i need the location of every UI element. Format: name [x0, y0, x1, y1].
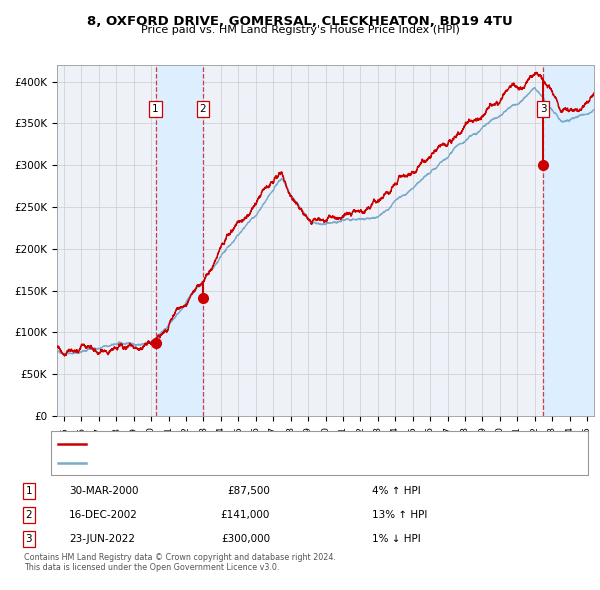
- Text: 8, OXFORD DRIVE, GOMERSAL, CLECKHEATON, BD19 4TU: 8, OXFORD DRIVE, GOMERSAL, CLECKHEATON, …: [87, 15, 513, 28]
- Text: £300,000: £300,000: [221, 535, 270, 544]
- Text: £141,000: £141,000: [221, 510, 270, 520]
- Text: £87,500: £87,500: [227, 486, 270, 496]
- Text: 2: 2: [25, 510, 32, 520]
- Text: 8, OXFORD DRIVE, GOMERSAL, CLECKHEATON, BD19 4TU (detached house): 8, OXFORD DRIVE, GOMERSAL, CLECKHEATON, …: [91, 440, 449, 448]
- Text: 1: 1: [152, 104, 159, 114]
- Text: 2: 2: [199, 104, 206, 114]
- Text: 16-DEC-2002: 16-DEC-2002: [69, 510, 138, 520]
- Text: 30-MAR-2000: 30-MAR-2000: [69, 486, 139, 496]
- Text: Price paid vs. HM Land Registry's House Price Index (HPI): Price paid vs. HM Land Registry's House …: [140, 25, 460, 35]
- Text: Contains HM Land Registry data © Crown copyright and database right 2024.: Contains HM Land Registry data © Crown c…: [24, 553, 336, 562]
- Bar: [155, 65, 203, 416]
- Bar: [543, 65, 594, 416]
- Text: 23-JUN-2022: 23-JUN-2022: [69, 535, 135, 544]
- Text: 1% ↓ HPI: 1% ↓ HPI: [372, 535, 421, 544]
- Text: 4% ↑ HPI: 4% ↑ HPI: [372, 486, 421, 496]
- Text: 3: 3: [25, 535, 32, 544]
- Text: 13% ↑ HPI: 13% ↑ HPI: [372, 510, 427, 520]
- Text: 1: 1: [25, 486, 32, 496]
- Text: HPI: Average price, detached house, Kirklees: HPI: Average price, detached house, Kirk…: [91, 458, 304, 467]
- Text: This data is licensed under the Open Government Licence v3.0.: This data is licensed under the Open Gov…: [24, 563, 280, 572]
- Text: 3: 3: [540, 104, 547, 114]
